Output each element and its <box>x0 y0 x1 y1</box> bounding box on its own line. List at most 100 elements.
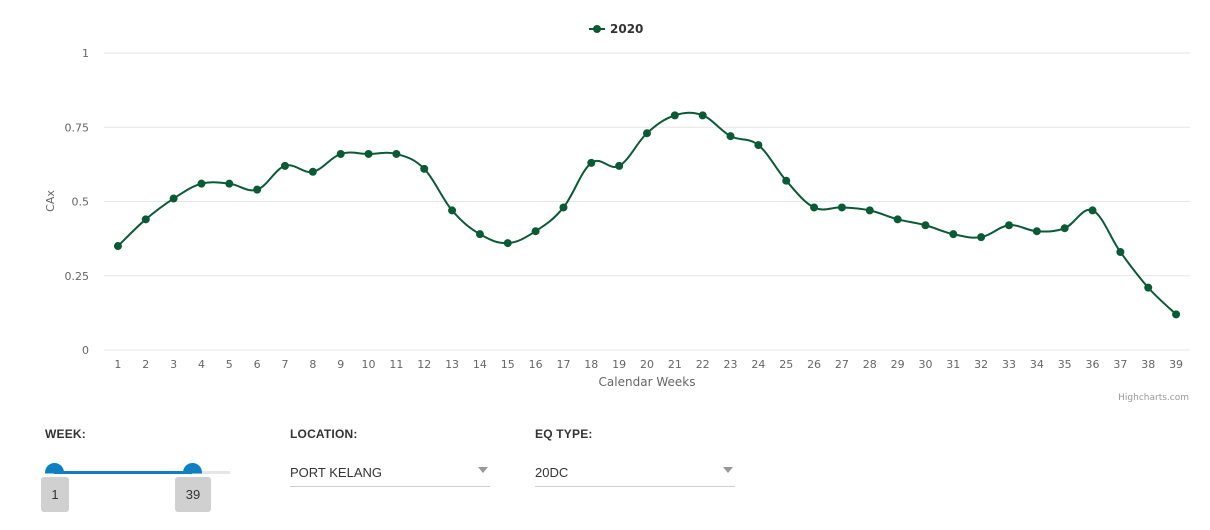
x-tick-label: 21 <box>668 358 682 371</box>
data-point-week-24[interactable] <box>754 141 763 150</box>
data-point-week-26[interactable] <box>810 203 819 212</box>
location-select-value: PORT KELANG <box>290 465 382 480</box>
cax-line-chart: 00.250.50.751 1 2 3 4 5 6 7 8 9 10 11 12 13 14 15 16 17 1… <box>44 22 1190 403</box>
x-tick-label: 30 <box>918 358 932 371</box>
y-gridlines <box>104 52 1190 351</box>
y-tick-label: 0.5 <box>72 196 90 209</box>
x-tick-label: 24 <box>751 358 765 371</box>
x-axis-ticks: 1 2 3 4 5 6 7 8 9 10 11 12 13 14 15 16 17 18 19 20 21 22 23 24 2… <box>114 358 1183 371</box>
x-tick-label: 18 <box>584 358 598 371</box>
x-tick-label: 28 <box>863 358 877 371</box>
x-tick-label: 16 <box>529 358 543 371</box>
x-tick-label: 17 <box>556 358 570 371</box>
y-tick-label: 0 <box>82 344 89 357</box>
week-slider-max-value: 39 <box>175 477 211 512</box>
x-tick-label: 37 <box>1113 358 1127 371</box>
x-tick-label: 39 <box>1169 358 1183 371</box>
data-point-week-19[interactable] <box>615 161 624 170</box>
data-point-week-20[interactable] <box>643 129 651 138</box>
data-point-week-8[interactable] <box>308 167 317 176</box>
x-tick-label: 32 <box>974 358 988 371</box>
data-point-week-32[interactable] <box>977 233 986 242</box>
data-point-week-22[interactable] <box>698 111 707 120</box>
data-point-week-21[interactable] <box>670 111 679 120</box>
data-point-week-27[interactable] <box>837 203 846 212</box>
x-tick-label: 13 <box>445 358 459 371</box>
data-point-week-35[interactable] <box>1060 224 1069 233</box>
data-point-week-12[interactable] <box>420 164 429 173</box>
legend-item-2020[interactable]: 2020 <box>610 22 643 36</box>
week-slider-min-value: 1 <box>41 477 69 512</box>
x-tick-label: 19 <box>612 358 626 371</box>
data-point-week-29[interactable] <box>893 215 902 224</box>
data-point-week-4[interactable] <box>197 179 206 188</box>
x-tick-label: 12 <box>417 358 431 371</box>
x-axis-title: Calendar Weeks <box>599 375 696 389</box>
x-tick-label: 25 <box>779 358 793 371</box>
data-point-week-16[interactable] <box>531 227 540 236</box>
data-point-week-13[interactable] <box>448 206 457 215</box>
location-filter-label: LOCATION: <box>290 427 358 441</box>
data-point-week-5[interactable] <box>225 179 234 188</box>
eq-type-filter-label: EQ TYPE: <box>535 427 593 441</box>
data-point-week-31[interactable] <box>949 230 958 239</box>
x-tick-label: 7 <box>282 358 289 371</box>
x-tick-label: 34 <box>1030 358 1044 371</box>
x-tick-label: 29 <box>891 358 905 371</box>
eq-type-select[interactable]: 20DC <box>535 458 735 487</box>
y-tick-label: 0.75 <box>65 121 90 134</box>
data-point-week-25[interactable] <box>782 176 791 185</box>
data-point-week-7[interactable] <box>281 161 289 170</box>
data-point-week-23[interactable] <box>726 132 735 141</box>
x-tick-label: 14 <box>473 358 487 371</box>
y-axis-title: CAx <box>44 190 57 212</box>
legend-point-marker <box>593 25 601 33</box>
credits[interactable]: Highcharts.com <box>1118 393 1189 403</box>
data-point-week-6[interactable] <box>253 185 262 194</box>
data-point-week-38[interactable] <box>1144 283 1153 292</box>
data-point-week-2[interactable] <box>141 215 150 224</box>
x-tick-label: 3 <box>170 358 177 371</box>
y-tick-label: 1 <box>82 47 89 60</box>
x-tick-label: 35 <box>1058 358 1072 371</box>
x-tick-label: 8 <box>309 358 316 371</box>
eq-type-select-value: 20DC <box>535 465 569 480</box>
data-point-week-9[interactable] <box>336 149 345 158</box>
data-point-week-36[interactable] <box>1088 206 1097 215</box>
caret-down-icon <box>723 467 733 473</box>
data-point-week-3[interactable] <box>169 194 178 203</box>
x-tick-label: 31 <box>946 358 960 371</box>
x-tick-label: 11 <box>389 358 403 371</box>
x-tick-label: 20 <box>640 358 654 371</box>
location-select[interactable]: PORT KELANG <box>290 458 490 487</box>
x-tick-label: 26 <box>807 358 821 371</box>
data-point-week-28[interactable] <box>865 206 874 215</box>
x-tick-label: 1 <box>114 358 121 371</box>
series-points-2020 <box>113 111 1181 319</box>
data-point-week-39[interactable] <box>1172 310 1181 319</box>
data-point-week-17[interactable] <box>559 203 568 212</box>
x-tick-label: 4 <box>198 358 205 371</box>
y-axis-ticks: 0 0.25 0.5 0.75 1 <box>65 47 90 357</box>
data-point-week-1[interactable] <box>113 242 122 251</box>
week-slider-max-handle[interactable] <box>183 463 202 474</box>
data-point-week-33[interactable] <box>1005 221 1013 230</box>
data-point-week-37[interactable] <box>1116 247 1125 256</box>
x-tick-label: 10 <box>362 358 376 371</box>
x-tick-label: 15 <box>501 358 515 371</box>
week-slider-min-handle[interactable] <box>45 463 64 474</box>
week-slider-range[interactable] <box>54 471 192 474</box>
data-point-week-18[interactable] <box>587 158 596 167</box>
week-filter-label: WEEK: <box>45 427 86 441</box>
x-tick-label: 22 <box>696 358 710 371</box>
data-point-week-11[interactable] <box>392 149 401 158</box>
x-tick-label: 23 <box>724 358 738 371</box>
data-point-week-14[interactable] <box>475 230 484 239</box>
y-tick-label: 0.25 <box>65 270 90 283</box>
data-point-week-30[interactable] <box>921 221 930 230</box>
caret-down-icon <box>478 467 488 473</box>
data-point-week-34[interactable] <box>1032 227 1041 236</box>
legend[interactable]: 2020 <box>589 22 643 36</box>
data-point-week-10[interactable] <box>364 149 373 158</box>
data-point-week-15[interactable] <box>503 239 512 248</box>
